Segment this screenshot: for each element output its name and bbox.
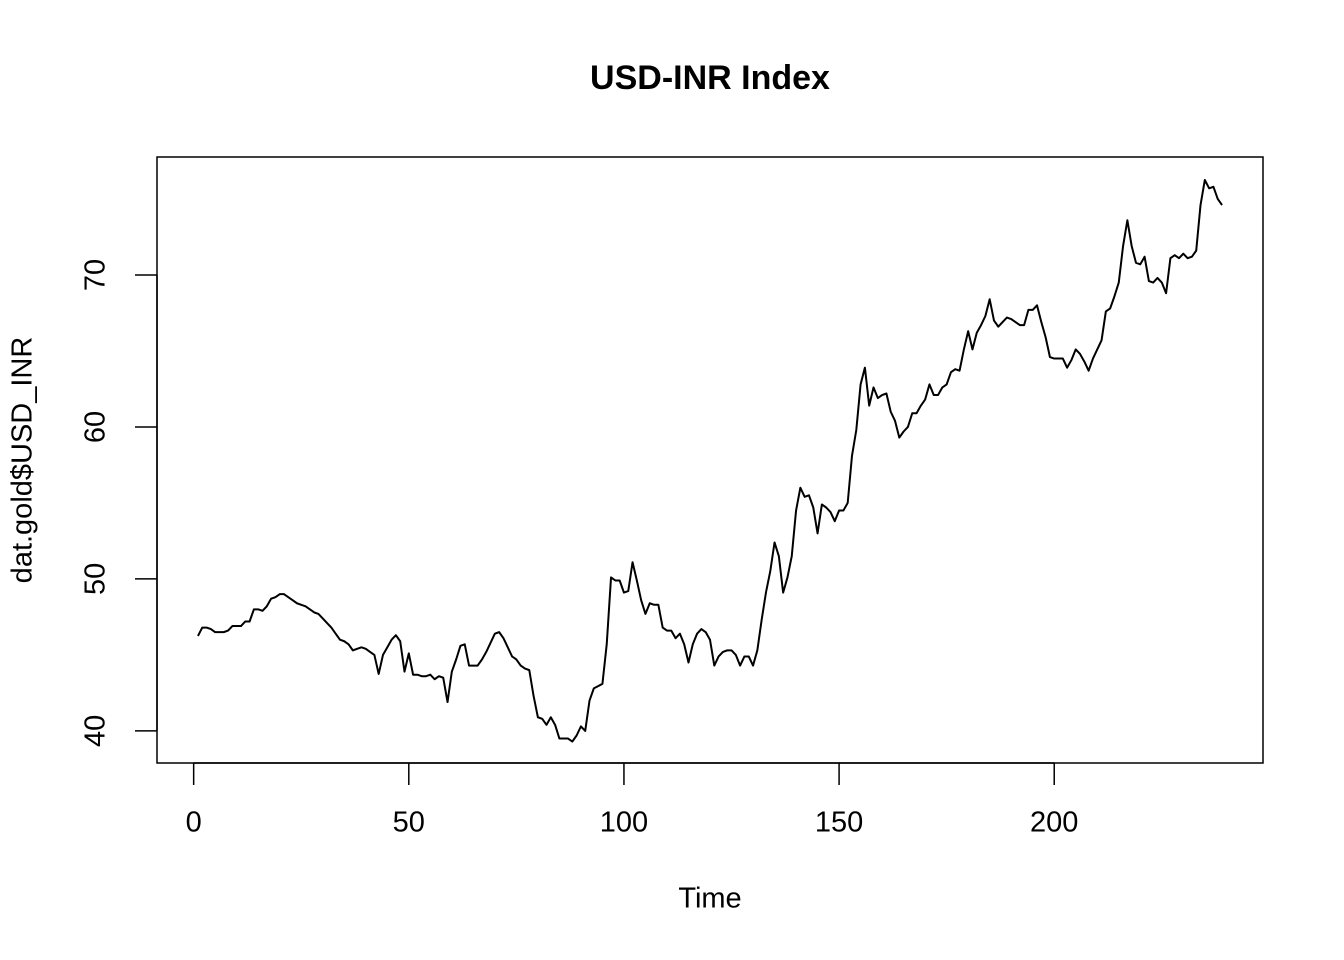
x-tick-label: 100 xyxy=(600,807,648,839)
chart-title: USD-INR Index xyxy=(590,59,830,97)
x-tick-label: 0 xyxy=(186,807,202,839)
x-tick-label: 150 xyxy=(815,807,863,839)
data-line xyxy=(197,178,1223,743)
y-axis-label: dat.gold$USD_INR xyxy=(7,337,39,584)
x-tick-label: 200 xyxy=(1030,807,1078,839)
y-tick-label: 40 xyxy=(80,715,112,747)
x-axis-label: Time xyxy=(678,883,741,915)
y-tick-label: 50 xyxy=(80,563,112,595)
y-tick-label: 60 xyxy=(80,411,112,443)
x-tick-label: 50 xyxy=(393,807,425,839)
y-tick-label: 70 xyxy=(80,259,112,291)
